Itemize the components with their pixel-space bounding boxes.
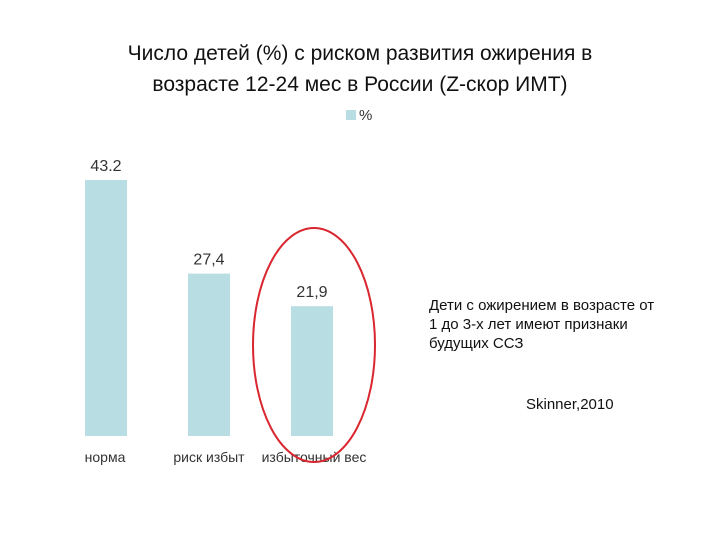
legend: % [346,107,372,124]
value-label-3: 21,9 [296,284,327,301]
value-label-2: 27,4 [193,252,224,269]
chart-title-line-2: возрасте 12-24 мес в России (Z-скор ИМТ) [152,73,568,96]
value-label-1: 43.2 [90,158,121,175]
bar-3 [291,306,333,436]
bar-2 [188,273,230,436]
category-label-3: избыточный вес [262,449,367,465]
category-labels-group: норма риск избыт избыточный вес [85,449,367,465]
annotation-note-line-3: будущих ССЗ [429,335,524,352]
category-label-2: риск избыт [173,449,245,465]
legend-label: % [359,107,372,124]
chart-title: Число детей (%) с риском развития ожирен… [40,38,680,100]
annotation-note-line-2: 1 до 3-х лет имеют признаки [429,316,628,333]
annotation-note: Дети с ожирением в возрасте от 1 до 3-х … [429,296,714,353]
category-label-1: норма [85,449,126,465]
annotation-note-line-1: Дети с ожирением в возрасте от [429,297,655,314]
legend-swatch [346,110,356,120]
source-citation: Skinner,2010 [526,396,614,413]
bars-group [85,180,333,436]
bar-1 [85,180,127,436]
chart-title-line-1: Число детей (%) с риском развития ожирен… [127,42,593,65]
highlight-ellipse [252,227,376,463]
value-labels-group: 43.2 27,4 21,9 [90,158,327,301]
